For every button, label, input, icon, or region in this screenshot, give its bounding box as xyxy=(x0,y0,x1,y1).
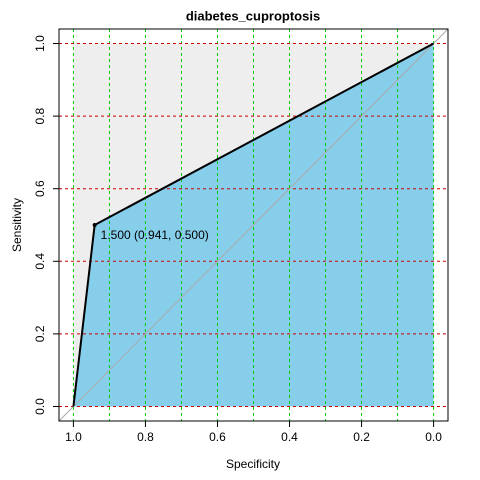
plot-box xyxy=(58,28,449,422)
x-tick-label: 0.2 xyxy=(353,430,370,444)
y-tick-label: 0.2 xyxy=(33,325,47,342)
y-tick-label: 1.0 xyxy=(33,35,47,52)
threshold-point xyxy=(92,223,97,227)
chart-title: diabetes_cuproptosis xyxy=(186,8,320,23)
diagonal xyxy=(58,28,449,422)
x-axis-label: Specificity xyxy=(226,457,280,471)
x-tick-label: 0.8 xyxy=(137,430,154,444)
x-tick-label: 0.6 xyxy=(209,430,226,444)
y-axis-label: Sensitivity xyxy=(10,198,24,252)
x-tick-label: 0.0 xyxy=(425,430,442,444)
y-tick-label: 0.4 xyxy=(33,253,47,270)
y-tick-label: 0.6 xyxy=(33,180,47,197)
x-tick-label: 0.4 xyxy=(281,430,298,444)
y-tick-label: 0.0 xyxy=(33,398,47,415)
threshold-label: 1.500 (0.941, 0.500) xyxy=(101,228,209,242)
x-tick-label: 1.0 xyxy=(65,430,82,444)
y-tick-label: 0.8 xyxy=(33,107,47,124)
